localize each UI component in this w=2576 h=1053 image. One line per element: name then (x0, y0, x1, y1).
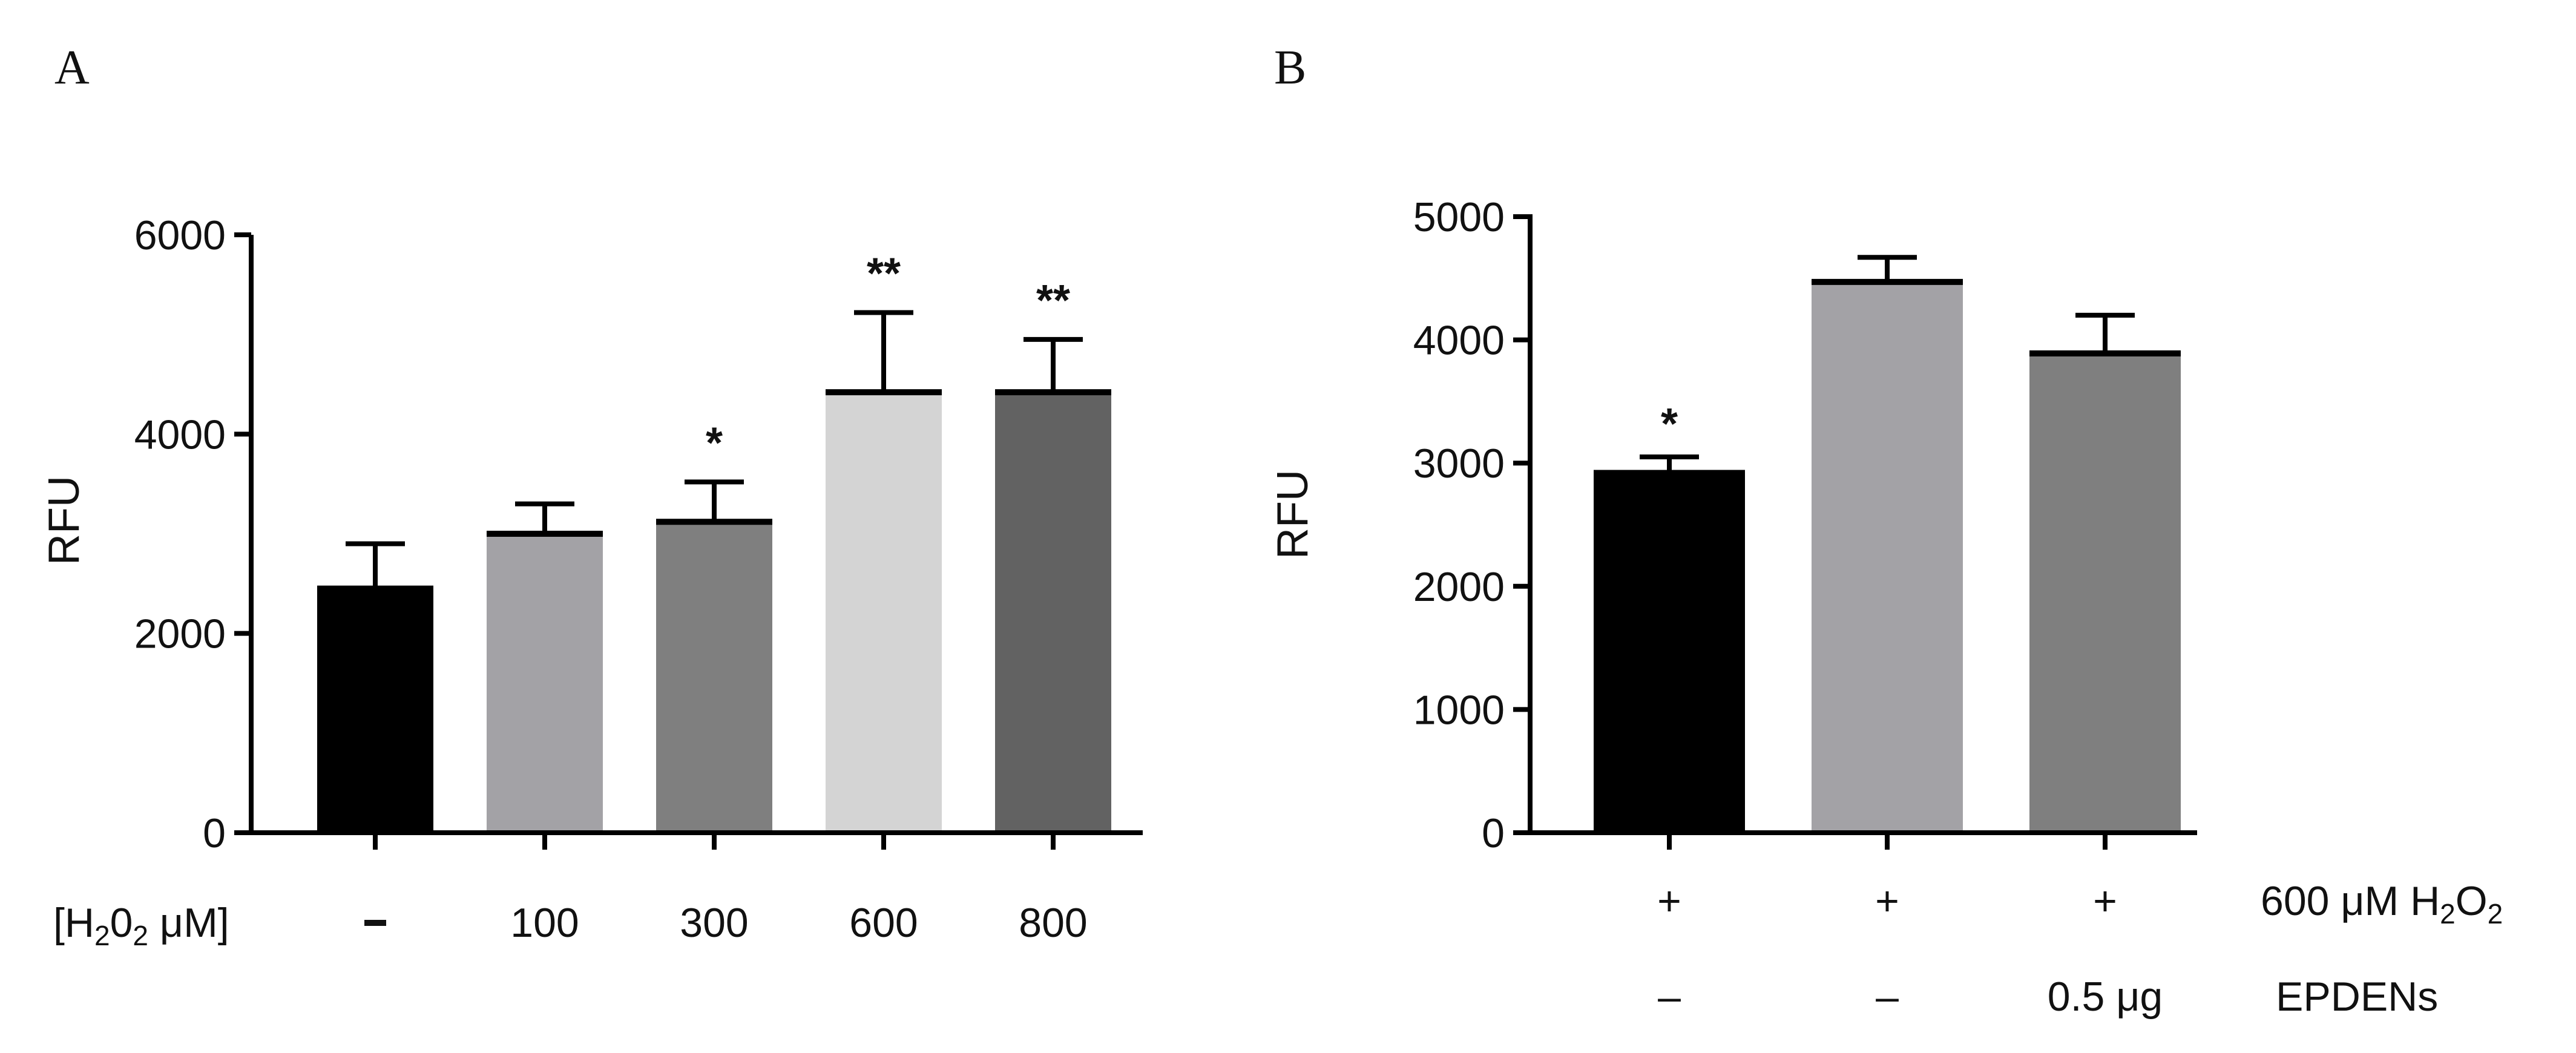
panela-error-bar-2 (515, 501, 574, 534)
panelb-y-tick-label-2000: 2000 (1413, 564, 1505, 610)
panela-y-tick-label-4000: 4000 (134, 412, 226, 458)
panelb-significance-1: * (1661, 400, 1678, 448)
panela-y-tick-label-6000: 6000 (134, 212, 226, 258)
panelb-row1-value-1: + (1657, 878, 1681, 924)
panela-bar-4 (826, 392, 942, 833)
panelb-error-bar-3 (2075, 312, 2135, 353)
panela-category-label-1: – (364, 900, 387, 946)
panelb-row2-value-2: – (1876, 974, 1899, 1020)
panela-y-tick-label-0: 0 (203, 810, 226, 856)
panela-significance-3: * (706, 419, 723, 467)
panela-category-label-2: 100 (510, 900, 579, 946)
panelb-y-tick-label-3000: 3000 (1413, 441, 1505, 487)
panel-a-letter: A (54, 41, 90, 94)
panela-significance-5: ** (1036, 277, 1070, 325)
panela-error-bar-5 (1024, 336, 1083, 393)
panelb-y-tick-label-1000: 1000 (1413, 687, 1505, 733)
panelb-y-tick-label-5000: 5000 (1413, 194, 1505, 240)
panelb-error-bar-2 (1858, 255, 1917, 282)
panela-category-label-5: 800 (1019, 900, 1087, 946)
panela-error-bar-3 (685, 479, 744, 522)
panelb-y-tick-label-0: 0 (1482, 810, 1505, 856)
panelb-row2-value-3: 0.5 μg (2048, 974, 2163, 1020)
panel-b: B RFU * 0 1000 2000 3000 4000 5000 + + + – – 0.5 μ… (1269, 41, 2503, 1020)
panel-b-y-axis-label: RFU (1269, 470, 1317, 559)
panel-b-row-label-epdens: EPDENs (2276, 974, 2438, 1020)
panela-significance-4: ** (867, 249, 901, 298)
panelb-bar-3 (2029, 353, 2181, 833)
panelb-error-bar-1 (1640, 454, 1699, 473)
panelb-bar-1 (1594, 473, 1745, 833)
panela-y-tick-label-2000: 2000 (134, 611, 226, 657)
panelb-row1-value-2: + (1875, 878, 1899, 924)
panel-a-row-label-h2o2: [H202 μM] (53, 900, 229, 951)
panelb-bar-2 (1812, 281, 1963, 833)
panela-category-dash (364, 920, 386, 926)
panelb-row2-value-1: – (1658, 974, 1681, 1020)
panelb-row1-value-3: + (2093, 878, 2117, 924)
panela-bar-2 (487, 534, 603, 833)
panela-category-label-4: 600 (849, 900, 918, 946)
panel-b-row-label-h2o2: 600 μM H2O2 (2261, 878, 2503, 930)
panela-category-label-3: 300 (680, 900, 748, 946)
panel-b-letter: B (1274, 41, 1306, 94)
panela-error-bar-4 (854, 310, 913, 393)
panela-bar-5 (995, 392, 1111, 833)
panela-bar-3 (656, 522, 772, 833)
panelb-y-tick-label-4000: 4000 (1413, 318, 1505, 364)
panela-bar-1 (317, 588, 433, 833)
panel-a-y-axis-label: RFU (40, 476, 88, 565)
panela-error-bar-1 (346, 541, 405, 589)
